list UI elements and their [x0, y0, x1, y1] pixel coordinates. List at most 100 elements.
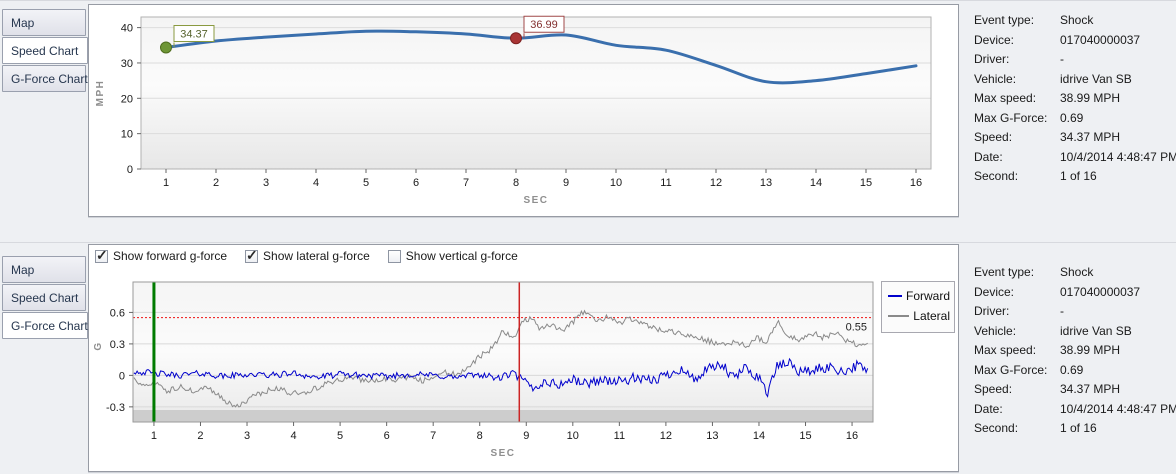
checkbox-show-lateral-g-force[interactable]: ✓ Show lateral g-force	[245, 246, 370, 263]
tab-g-force-chart[interactable]: G-Force Chart	[2, 65, 88, 92]
x-tick-label: 7	[430, 430, 436, 442]
detail-label: Max speed:	[974, 91, 1037, 105]
y-tick-label: 10	[121, 129, 133, 141]
x-tick-label: 12	[710, 177, 722, 189]
checkbox-label: Show forward g-force	[113, 249, 228, 263]
y-tick-label: 0	[119, 370, 125, 382]
x-tick-label: 1	[151, 430, 157, 442]
x-tick-label: 14	[753, 430, 765, 442]
marker-label: 36.99	[530, 19, 558, 31]
tab-speed-chart[interactable]: Speed Chart	[2, 284, 86, 311]
gforce-checkbox-row: ✓ Show forward g-force ✓ Show lateral g-for…	[95, 246, 518, 263]
x-tick-label: 4	[313, 177, 319, 189]
check-icon: ✓	[246, 246, 258, 263]
detail-label: Driver:	[974, 304, 1010, 318]
detail-label: Second:	[974, 169, 1019, 183]
detail-value: 38.99 MPH	[1060, 91, 1121, 105]
checkbox-show-vertical-g-force[interactable]: Show vertical g-force	[387, 249, 518, 263]
marker-label-box	[173, 25, 215, 43]
checkbox-box[interactable]: ✓	[95, 246, 108, 263]
detail-value: -	[1060, 52, 1064, 66]
x-tick-label: 3	[263, 177, 269, 189]
data-point-marker[interactable]	[510, 32, 522, 45]
x-tick-label: 14	[810, 177, 822, 189]
detail-row-max-speed: Max speed: 38.99 MPH	[974, 89, 1174, 109]
legend-item-forward: Forward	[888, 286, 950, 306]
marker-label-box	[523, 15, 565, 33]
legend-line-icon	[888, 315, 910, 317]
gforce-chart[interactable]: 0.550.60.30-0.31 2 3 4 5 6 7 8 9 10 11 12 13 14 15 16SE…	[89, 272, 958, 472]
gforce-legend: Forward Lateral	[881, 281, 955, 333]
tab-map[interactable]: Map	[2, 256, 86, 283]
y-tick-label: 0.6	[110, 307, 125, 319]
x-tick-label: 9	[563, 177, 569, 189]
speed-series-line	[164, 29, 918, 85]
detail-value: idrive Van SB	[1060, 323, 1132, 338]
x-tick-label: 8	[477, 430, 483, 442]
detail-label: Speed:	[974, 130, 1013, 144]
tab-g-force-chart[interactable]: G-Force Chart	[2, 312, 88, 339]
detail-row-speed: Speed: 34.37 MPH	[974, 380, 1174, 400]
x-tick-label: 13	[760, 177, 772, 189]
detail-label: Date:	[974, 149, 1003, 164]
x-tick-label: 5	[363, 177, 369, 189]
detail-value: 0.69	[1060, 110, 1084, 125]
x-tick-label: 8	[513, 177, 519, 189]
check-icon: ✓	[96, 246, 108, 263]
detail-label: Device:	[974, 32, 1015, 47]
checkbox-label: Show lateral g-force	[263, 249, 370, 263]
plot-border	[132, 281, 874, 423]
detail-value: 017040000037	[1060, 284, 1141, 299]
x-tick-label: 16	[846, 430, 858, 442]
detail-label: Vehicle:	[974, 323, 1017, 338]
detail-value: 10/4/2014 4:48:47 PM	[1060, 401, 1176, 416]
data-point-marker[interactable]	[160, 41, 172, 54]
legend-label: Lateral	[913, 309, 950, 323]
plot-area[interactable]	[133, 282, 873, 422]
tab-speed-chart[interactable]: Speed Chart	[2, 37, 88, 64]
event-details-bottom: Event type: Shock Device: 017040000037 Drive…	[974, 263, 1176, 439]
x-tick-label: 4	[291, 430, 297, 442]
y-tick-label: 20	[121, 93, 133, 105]
detail-value: 34.37 MPH	[1060, 130, 1121, 144]
x-tick-label: 12	[660, 430, 672, 442]
detail-label: Second:	[974, 421, 1019, 435]
y-tick-label: 40	[121, 23, 133, 35]
detail-value: Shock	[1060, 265, 1094, 279]
x-tick-label: 7	[463, 177, 469, 189]
detail-value: 38.99 MPH	[1060, 343, 1121, 357]
detail-row-speed: Speed: 34.37 MPH	[974, 128, 1174, 148]
detail-label: Speed:	[974, 382, 1013, 396]
x-tick-label: 13	[706, 430, 718, 442]
detail-row-vehicle: Vehicle: idrive Van SB	[974, 322, 1174, 342]
detail-value: 017040000037	[1060, 32, 1141, 47]
x-tick-label: 2	[213, 177, 219, 189]
detail-row-date: Date: 10/4/2014 4:48:47 PM	[974, 148, 1176, 168]
checkbox-show-forward-g-force[interactable]: ✓ Show forward g-force	[95, 246, 228, 263]
detail-row-device: Device: 017040000037	[974, 283, 1174, 303]
detail-row-driver: Driver: -	[974, 302, 1174, 322]
x-tick-label: 2	[197, 430, 203, 442]
checkbox-box[interactable]: ✓	[245, 246, 259, 263]
detail-row-device: Device: 017040000037	[974, 31, 1174, 51]
x-tick-label: 15	[860, 177, 872, 189]
x-tick-label: 3	[244, 430, 250, 442]
event-details-top: Event type: Shock Device: 017040000037 Drive…	[974, 11, 1176, 187]
x-axis-label: SEC	[523, 195, 548, 206]
y-tick-label: -0.3	[106, 402, 125, 414]
checkbox-box[interactable]	[387, 249, 401, 263]
checkbox-label: Show vertical g-force	[405, 249, 518, 263]
plot-area[interactable]	[141, 17, 931, 169]
detail-value: 10/4/2014 4:48:47 PM	[1060, 149, 1176, 164]
y-tick-label: 30	[121, 58, 133, 70]
axis-strip	[133, 410, 873, 422]
tab-map[interactable]: Map	[2, 9, 86, 36]
detail-value: 0.69	[1060, 362, 1084, 377]
detail-label: Event type:	[974, 265, 1035, 279]
forward-series-line	[133, 357, 869, 398]
y-tick-label: 0	[127, 164, 133, 176]
x-tick-label: 6	[413, 177, 419, 189]
x-tick-label: 11	[660, 177, 671, 189]
detail-row-driver: Driver: -	[974, 50, 1174, 70]
